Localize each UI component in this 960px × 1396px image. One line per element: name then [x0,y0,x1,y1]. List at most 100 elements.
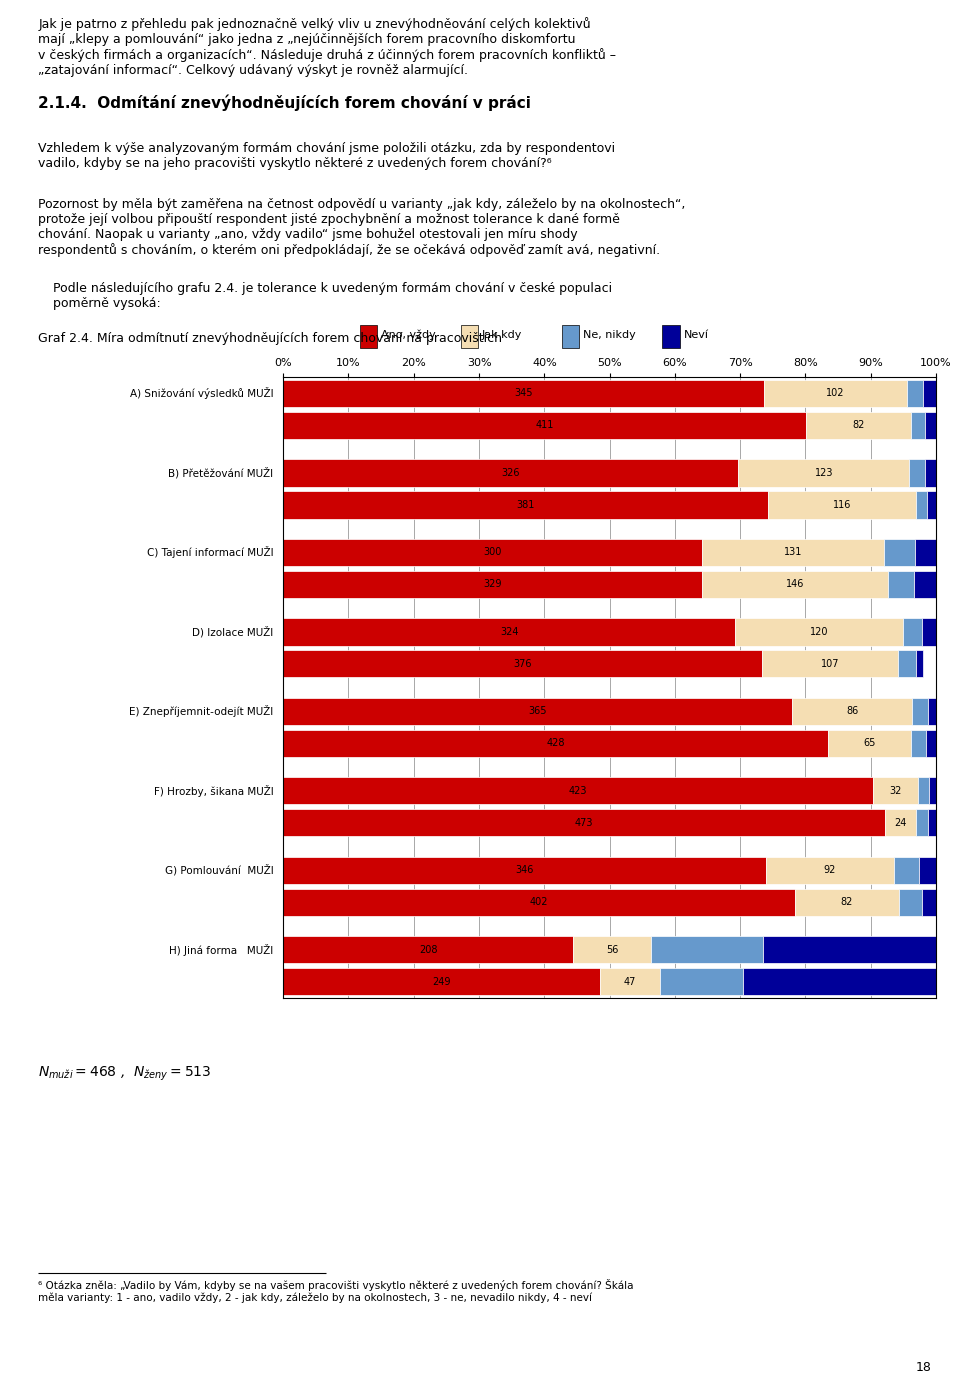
Bar [735,618,902,645]
Bar [906,380,924,408]
Bar [283,937,573,963]
Bar [283,698,792,725]
Bar [283,539,702,565]
Text: Ano, vždy: Ano, vždy [381,329,436,341]
Bar [283,571,702,597]
Bar [283,380,764,408]
Text: 381: 381 [516,500,535,510]
Bar [900,888,922,916]
Bar [925,730,936,757]
Bar [910,730,925,757]
Bar [764,380,906,408]
Bar [928,810,936,836]
Text: 123: 123 [814,468,833,477]
Text: 365: 365 [529,706,547,716]
Bar [283,888,795,916]
Text: Graf 2.4. Míra odmítnutí znevýhodněujících forem chování na pracovištích: Graf 2.4. Míra odmítnutí znevýhodněující… [38,332,502,345]
Bar [924,380,936,408]
Bar [929,778,936,804]
Bar [600,967,660,995]
Bar [898,651,916,677]
Text: 56: 56 [606,945,618,955]
Text: 102: 102 [827,388,845,398]
Bar [768,491,916,518]
Bar [916,810,928,836]
Text: 131: 131 [783,547,803,557]
Bar [795,888,900,916]
Bar [283,651,761,677]
Text: A) Snižování výsledků MUŽI: A) Snižování výsledků MUŽI [130,387,274,399]
Text: G) Pomlouvání  MUŽI: G) Pomlouvání MUŽI [165,864,274,877]
Text: 47: 47 [624,977,636,987]
Text: 346: 346 [516,866,534,875]
Bar [283,967,600,995]
Bar [912,698,927,725]
Bar [920,857,936,884]
Text: 146: 146 [785,579,804,589]
Text: 473: 473 [575,818,593,828]
Bar [902,618,922,645]
Bar [283,618,735,645]
Text: Neví: Neví [684,329,708,341]
Bar [884,539,915,565]
Bar [910,412,924,438]
Text: 82: 82 [852,420,865,430]
Text: 329: 329 [483,579,502,589]
Text: 82: 82 [841,898,853,907]
Text: Jak kdy: Jak kdy [482,329,522,341]
Bar [909,459,924,487]
Bar [894,857,920,884]
Text: Pozornost by měla být zaměřena na četnost odpovědí u varianty „jak kdy, záleželo: Pozornost by měla být zaměřena na četnos… [38,198,685,257]
Bar [562,325,579,348]
Text: B) Přetěžování MUŽI: B) Přetěžování MUŽI [168,468,274,479]
Bar [885,810,916,836]
Bar [924,412,936,438]
Text: 428: 428 [546,738,564,748]
Text: 24: 24 [894,818,906,828]
Bar [763,937,936,963]
Text: 376: 376 [514,659,532,669]
Text: Podle následujícího grafu 2.4. je tolerance k uvedeným formám chování v české po: Podle následujícího grafu 2.4. je tolera… [53,282,612,310]
Text: 326: 326 [501,468,519,477]
Bar [916,651,924,677]
Bar [927,491,936,518]
Bar [792,698,912,725]
Bar [283,810,885,836]
Text: 107: 107 [821,659,839,669]
Bar [806,412,910,438]
Text: 92: 92 [824,866,836,875]
Text: E) Znepříjemnit-odejít MUŽI: E) Znepříjemnit-odejít MUŽI [130,705,274,718]
Text: 116: 116 [832,500,851,510]
Text: ⁶ Otázka zněla: „Vadilo by Vám, kdyby se na vašem pracovišti vyskytlo některé z : ⁶ Otázka zněla: „Vadilo by Vám, kdyby se… [38,1279,634,1302]
Bar [360,325,377,348]
Text: 2.1.4.  Odmítání znevýhodněujících forem chování v práci: 2.1.4. Odmítání znevýhodněujících forem … [38,95,531,112]
Text: Jak je patrno z přehledu pak jednoznačně velký vliv u znevýhodněování celých kol: Jak je patrno z přehledu pak jednoznačně… [38,17,616,77]
Bar [874,778,918,804]
Bar [761,651,898,677]
Bar [662,325,680,348]
Text: D) Izolace MUŽI: D) Izolace MUŽI [192,625,274,638]
Bar [738,459,909,487]
Text: 249: 249 [432,977,451,987]
Bar [283,730,828,757]
Bar [888,571,914,597]
Bar [652,937,763,963]
Text: 345: 345 [515,388,533,398]
Text: 32: 32 [889,786,901,796]
Bar [914,571,936,597]
Bar [922,618,936,645]
Bar [660,967,743,995]
Bar [828,730,910,757]
Text: 86: 86 [846,706,858,716]
Bar [924,459,936,487]
Text: $N_{muži} = 468$ ,  $N_{ženy} = 513$: $N_{muži} = 468$ , $N_{ženy} = 513$ [38,1065,212,1083]
Text: 208: 208 [419,945,438,955]
Text: 324: 324 [500,627,518,637]
Bar [461,325,478,348]
Bar [927,698,936,725]
Text: 402: 402 [530,898,548,907]
Bar [766,857,894,884]
Bar [915,539,936,565]
Text: H) Jiná forma   MUŽI: H) Jiná forma MUŽI [169,944,274,956]
Bar [283,412,806,438]
